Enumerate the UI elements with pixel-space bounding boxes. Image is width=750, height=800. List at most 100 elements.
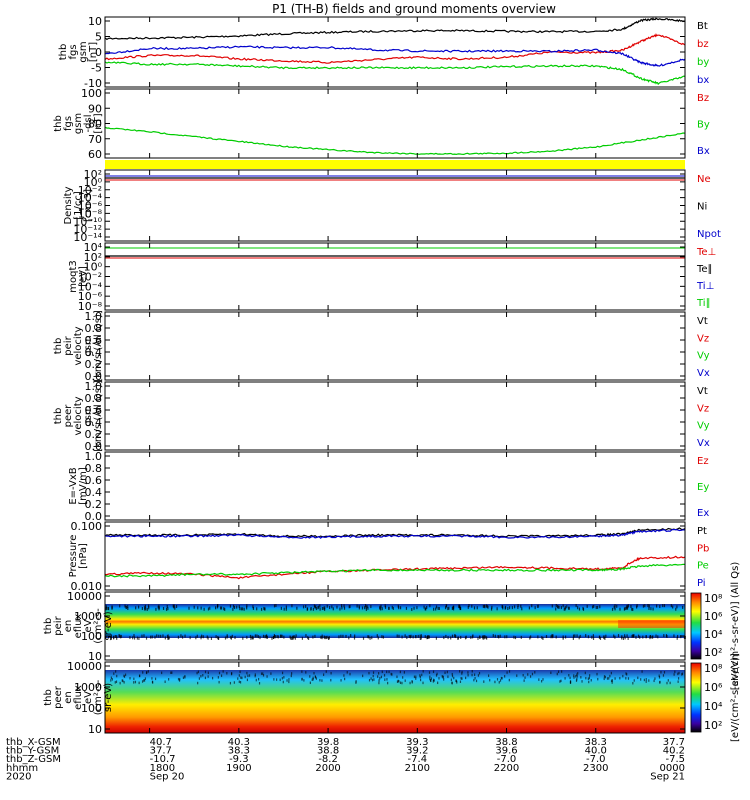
spectrogram-noise — [564, 677, 566, 680]
spectrogram-noise — [599, 636, 602, 640]
spectrogram-noise — [606, 677, 609, 680]
spectrogram-noise — [673, 673, 675, 676]
spectrogram-noise — [133, 634, 135, 638]
spectrogram-noise — [255, 678, 257, 682]
colorbar-tick-label: 10⁸ — [704, 592, 723, 605]
spectrogram-noise — [588, 676, 590, 680]
spectrogram-noise — [499, 634, 501, 638]
spectrogram-noise — [386, 678, 388, 681]
y-tick-label: 0.2 — [85, 428, 103, 441]
y-axis-label-line: Density — [63, 186, 74, 224]
y-tick-label: 1.0 — [85, 310, 103, 323]
footer-row-label: 2020 — [6, 771, 31, 782]
spectrogram-noise — [520, 604, 522, 608]
spectrogram-noise — [246, 678, 249, 682]
spectrogram-noise — [238, 605, 240, 609]
spectrogram-noise — [487, 674, 490, 677]
y-tick-label: 10⁻¹⁴ — [73, 231, 102, 244]
spectrogram-noise — [307, 636, 310, 640]
panel-frame — [104, 169, 686, 242]
spectrogram-noise — [450, 636, 452, 640]
legend-entry: Pe — [697, 561, 709, 572]
spectrogram-noise — [368, 678, 371, 682]
y-tick-label: 0.0 — [85, 510, 103, 523]
spectrogram-noise — [295, 634, 297, 638]
spectrogram-noise — [663, 671, 666, 674]
status-bar — [105, 160, 685, 169]
spectrogram-noise — [586, 604, 588, 608]
spectrogram-noise — [184, 675, 186, 678]
spectrogram-noise — [383, 674, 386, 677]
spectrogram-noise — [483, 680, 485, 683]
spectrogram-noise — [674, 670, 676, 674]
spectrogram-noise — [467, 671, 469, 674]
spectrogram-noise — [577, 606, 579, 610]
spectrogram-noise — [162, 634, 164, 638]
spectrogram-noise — [142, 671, 144, 674]
spectrogram-noise — [200, 674, 202, 678]
spectrogram-noise — [154, 635, 156, 639]
spectrogram-noise — [246, 606, 248, 610]
x-tick-label: 2100 — [405, 763, 430, 774]
spectrogram-noise — [428, 635, 430, 639]
spectrogram-noise — [368, 671, 370, 675]
spectrogram-noise — [572, 634, 575, 638]
spectrogram-noise — [595, 606, 597, 610]
spectrogram-noise — [188, 606, 190, 610]
spectrogram-noise — [377, 675, 379, 678]
spectrogram-noise — [193, 605, 195, 609]
spectrogram-noise — [138, 681, 140, 685]
spectrogram-noise — [444, 606, 447, 610]
spectrogram-noise — [224, 607, 226, 611]
spectrogram-noise — [150, 635, 152, 639]
spectrogram-noise — [273, 634, 275, 638]
spectrogram-noise — [370, 605, 372, 609]
x-tick-label: -9.3 — [229, 754, 249, 765]
series-line-bx — [104, 61, 686, 86]
x-tick-label: -7.0 — [586, 754, 606, 765]
spectrogram-noise — [419, 674, 421, 677]
spectrogram-noise — [371, 678, 374, 682]
spectrogram-noise — [432, 670, 435, 673]
spectrogram-noise — [283, 607, 285, 611]
spectrogram-noise — [451, 672, 453, 676]
spectrogram-noise — [564, 635, 567, 639]
spectrogram-noise — [508, 670, 511, 673]
panel-peer-spectrogram: 10⁸ 10⁶ 10⁴ 10² [eV/(cm²-s-sr-eV)] 10000 1000 1… — [43, 653, 741, 742]
spectrogram-noise — [637, 634, 640, 638]
spectrogram-noise — [189, 636, 191, 640]
spectrogram-noise — [557, 605, 559, 609]
spectrogram-noise — [115, 670, 117, 673]
spectrogram-noise — [162, 606, 165, 610]
panel-pressure: 0.100 0.010 Pressure [nPa] Pt Pb Pe Pi — [68, 520, 709, 593]
spectrogram-noise — [231, 634, 233, 638]
y-axis-label-line: [mV/m] — [78, 467, 89, 505]
x-tick-label: 1800 — [150, 763, 175, 774]
spectrogram-noise — [305, 604, 307, 608]
y-axis-label: Density [1/cc] [cm-3] — [63, 186, 94, 224]
x-tick-label: 40.3 — [228, 737, 250, 748]
spectrogram-noise — [340, 679, 342, 682]
spectrogram-noise — [669, 681, 671, 685]
spectrogram-noise — [167, 636, 169, 640]
spectrogram-noise — [123, 681, 125, 684]
y-axis-label-line: fgs — [63, 116, 74, 131]
spectrogram-noise — [613, 605, 615, 609]
spectrogram-noise — [216, 605, 219, 609]
panel-frame — [104, 242, 686, 311]
spectrogram-noise — [613, 634, 615, 638]
spectrogram-noise — [504, 606, 506, 610]
spectrogram-noise — [423, 605, 425, 609]
spectrogram-noise — [534, 671, 536, 674]
spectrogram-noise — [313, 671, 315, 675]
y-tick-label: 90 — [88, 102, 102, 115]
spectrogram-noise — [604, 675, 606, 679]
spectrogram-noise — [380, 604, 382, 608]
spectrogram-noise — [412, 635, 414, 639]
spectrogram-noise — [305, 671, 307, 674]
spectrogram-noise — [572, 636, 574, 640]
y-axis-label-line: thb — [58, 44, 69, 61]
panel-fgs: 10 5 0 -5 -10 thb fgs gsm [nT] Bt bz by bx — [58, 15, 709, 90]
y-axis-label-line: [km/s (All Qs)] — [93, 380, 104, 452]
spectrogram-noise — [314, 605, 316, 609]
